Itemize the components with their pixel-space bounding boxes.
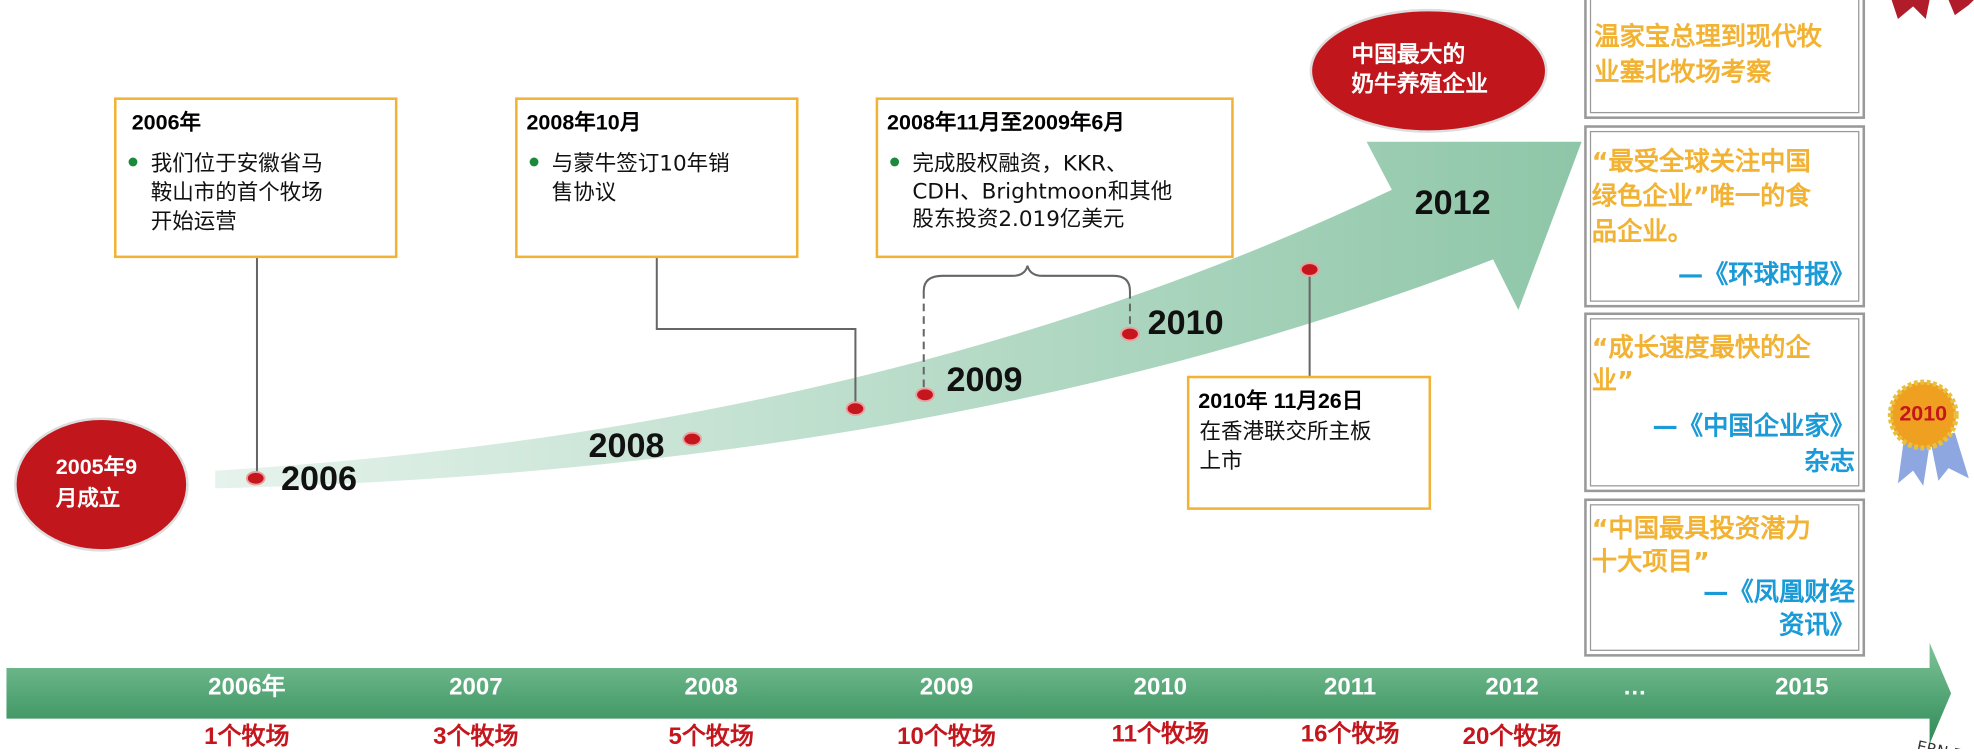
timeline-year: 2010 bbox=[1134, 674, 1187, 701]
highlight-text: 奶牛养殖企业 bbox=[1351, 70, 1488, 97]
event-text: 我们位于安徽省马 bbox=[151, 151, 323, 176]
honor-text: “最受全球关注中国 bbox=[1592, 147, 1811, 176]
timeline-year: 2012 bbox=[1485, 674, 1538, 701]
event-title: 2008年10月 bbox=[526, 110, 641, 135]
farm-count: 3个牧场 bbox=[433, 722, 518, 749]
event-text: 完成股权融资，KKR、 bbox=[912, 151, 1127, 176]
dot bbox=[1301, 263, 1319, 276]
honor-text: “中国最具投资潜力 bbox=[1592, 514, 1811, 543]
event-text: CDH、Brightmoon和其他 bbox=[912, 179, 1172, 204]
honor-source: 杂志 bbox=[1804, 447, 1855, 476]
timeline-year: … bbox=[1623, 674, 1647, 701]
dot bbox=[916, 388, 934, 401]
timeline-year: 2007 bbox=[449, 674, 502, 701]
honor-source: —《中国企业家》 bbox=[1653, 412, 1855, 441]
farm-count: 10个牧场 bbox=[897, 722, 996, 749]
honor-text: 业塞北牧场考察 bbox=[1594, 57, 1772, 86]
honor-text: 温家宝总理到现代牧 bbox=[1594, 22, 1822, 51]
event-title: 2010年 11月26日 bbox=[1198, 388, 1363, 413]
honor-text: 绿色企业”唯一的食 bbox=[1592, 181, 1812, 210]
dot bbox=[247, 472, 265, 485]
bullet bbox=[129, 158, 138, 167]
timeline-year: 2011 bbox=[1324, 674, 1376, 701]
honor-text: 品企业。 bbox=[1592, 217, 1693, 246]
year-label: 2006 bbox=[281, 460, 357, 498]
year-label: 2012 bbox=[1415, 184, 1491, 222]
honor-source: 资讯》 bbox=[1779, 610, 1855, 639]
event-text: 与蒙牛签订10年销 bbox=[552, 151, 730, 176]
event-text: 售协议 bbox=[552, 181, 617, 206]
timeline-year: 2008 bbox=[684, 674, 737, 701]
farm-count: 1个牧场 bbox=[204, 722, 289, 749]
event-title: 2008年11月至2009年6月 bbox=[887, 110, 1125, 135]
event-title: 2006年 bbox=[132, 110, 201, 135]
timeline-year: 2009 bbox=[920, 674, 973, 701]
dot bbox=[847, 402, 865, 415]
highlight-text: 中国最大的 bbox=[1351, 41, 1465, 68]
logo-fragment: ERN FAR bbox=[1915, 737, 1974, 749]
start-text: 2005年9 bbox=[56, 454, 137, 479]
year-label: 2010 bbox=[1148, 304, 1224, 342]
event-text: 鞍山市的首个牧场 bbox=[151, 181, 323, 206]
year-label: 2009 bbox=[947, 361, 1023, 399]
badge-text: 2010 bbox=[1899, 402, 1947, 426]
honor-text: “成长速度最快的企 bbox=[1592, 333, 1812, 362]
timeline-year: 2015 bbox=[1775, 674, 1828, 701]
event-text: 开始运营 bbox=[151, 210, 237, 235]
farm-count: 5个牧场 bbox=[668, 722, 753, 749]
honor-source: —《环球时报》 bbox=[1678, 260, 1855, 289]
honor-source: —《凤凰财经 bbox=[1703, 577, 1855, 606]
farm-count: 16个牧场 bbox=[1301, 719, 1400, 747]
timeline-year: 2006年 bbox=[208, 673, 285, 701]
year-label: 2008 bbox=[588, 427, 664, 465]
ribbon bbox=[1892, 0, 1974, 19]
bullet bbox=[890, 158, 899, 167]
farm-count: 11个牧场 bbox=[1112, 719, 1209, 747]
event-text: 在香港联交所主板 bbox=[1200, 420, 1372, 445]
event-text: 股东投资2.019亿美元 bbox=[912, 207, 1124, 232]
farm-count: 20个牧场 bbox=[1463, 722, 1562, 749]
dot bbox=[1121, 328, 1139, 341]
bracket bbox=[924, 266, 1130, 291]
honor-text: 业” bbox=[1592, 366, 1634, 395]
timeline-diagram: 2005年9 月成立 2006 2008 2009 2010 2012 2006… bbox=[0, 0, 1974, 749]
dot bbox=[683, 433, 701, 446]
start-text: 月成立 bbox=[55, 485, 121, 510]
honor-text: 十大项目” bbox=[1592, 547, 1710, 576]
start-ellipse bbox=[15, 419, 187, 551]
bullet bbox=[530, 158, 539, 167]
event-text: 上市 bbox=[1200, 449, 1243, 474]
